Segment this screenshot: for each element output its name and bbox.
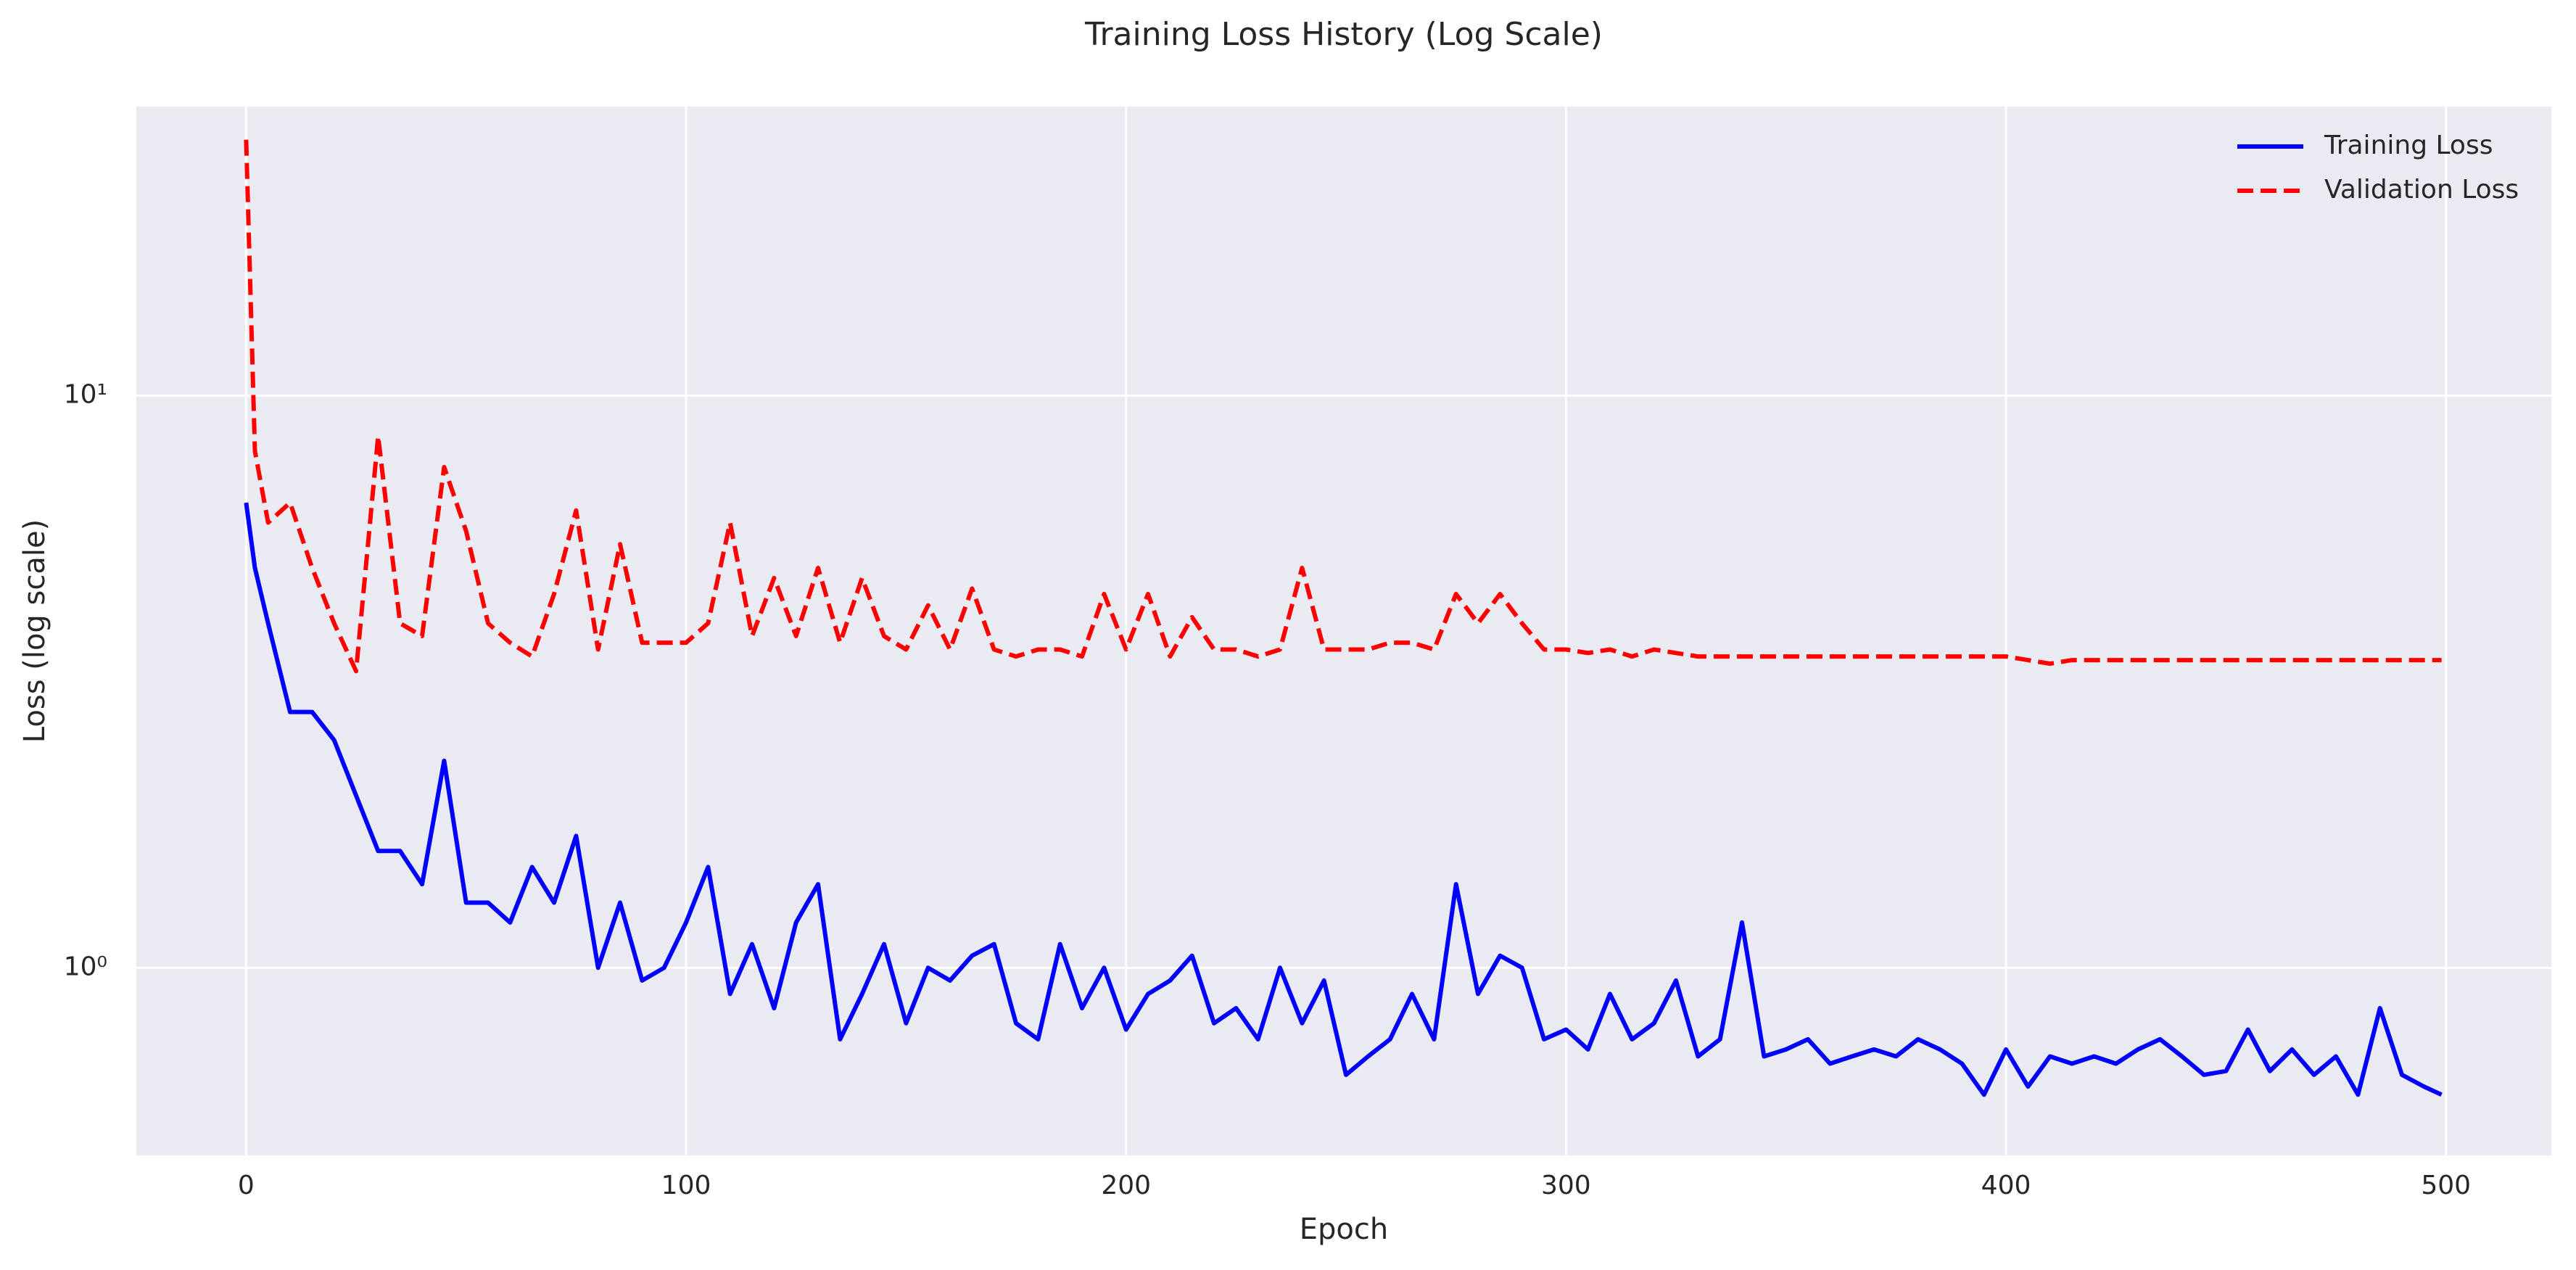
- y-tick-label: 10⁰: [64, 952, 107, 981]
- legend: Training Loss Validation Loss: [2237, 131, 2519, 205]
- grid: 0 100 200 300 400 500 10⁰ 10¹: [64, 107, 2551, 1200]
- x-tick-label: 500: [2421, 1171, 2471, 1200]
- lines: [244, 139, 2443, 1097]
- y-axis-label: Loss (log scale): [18, 519, 51, 743]
- y-tick-label: 10¹: [64, 379, 107, 409]
- x-tick-label: 100: [661, 1171, 711, 1200]
- plot-area: [136, 107, 2551, 1155]
- series-line: [244, 502, 2443, 1097]
- x-tick-label: 400: [1981, 1171, 2031, 1200]
- x-axis-label: Epoch: [1300, 1213, 1388, 1246]
- legend-label: Training Loss: [2324, 131, 2493, 160]
- x-tick-label: 300: [1541, 1171, 1591, 1200]
- series-line: [244, 139, 2442, 674]
- x-tick-label: 200: [1101, 1171, 1151, 1200]
- chart-title: Training Loss History (Log Scale): [1084, 16, 1603, 53]
- legend-label: Validation Loss: [2324, 175, 2519, 205]
- x-tick-label: 0: [238, 1171, 255, 1200]
